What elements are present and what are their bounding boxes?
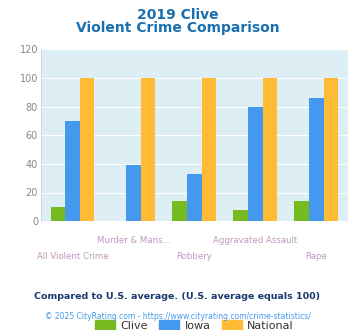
Bar xyxy=(323,78,338,221)
Bar xyxy=(65,121,80,221)
Bar xyxy=(294,201,309,221)
Text: Violent Crime Comparison: Violent Crime Comparison xyxy=(76,21,279,35)
Text: Rape: Rape xyxy=(305,252,327,261)
Bar xyxy=(126,165,141,221)
Bar xyxy=(173,201,187,221)
Bar xyxy=(80,78,94,221)
Text: 2019 Clive: 2019 Clive xyxy=(137,8,218,22)
Bar xyxy=(248,107,263,221)
Bar xyxy=(50,207,65,221)
Bar xyxy=(202,78,216,221)
Bar xyxy=(141,78,155,221)
Text: Aggravated Assault: Aggravated Assault xyxy=(213,236,297,245)
Bar xyxy=(263,78,277,221)
Text: Robbery: Robbery xyxy=(176,252,212,261)
Text: Murder & Mans...: Murder & Mans... xyxy=(97,236,170,245)
Text: All Violent Crime: All Violent Crime xyxy=(37,252,108,261)
Bar xyxy=(309,98,323,221)
Bar xyxy=(233,210,248,221)
Bar xyxy=(187,174,202,221)
Text: © 2025 CityRating.com - https://www.cityrating.com/crime-statistics/: © 2025 CityRating.com - https://www.city… xyxy=(45,312,310,321)
Legend: Clive, Iowa, National: Clive, Iowa, National xyxy=(91,316,298,330)
Text: Compared to U.S. average. (U.S. average equals 100): Compared to U.S. average. (U.S. average … xyxy=(34,292,321,301)
